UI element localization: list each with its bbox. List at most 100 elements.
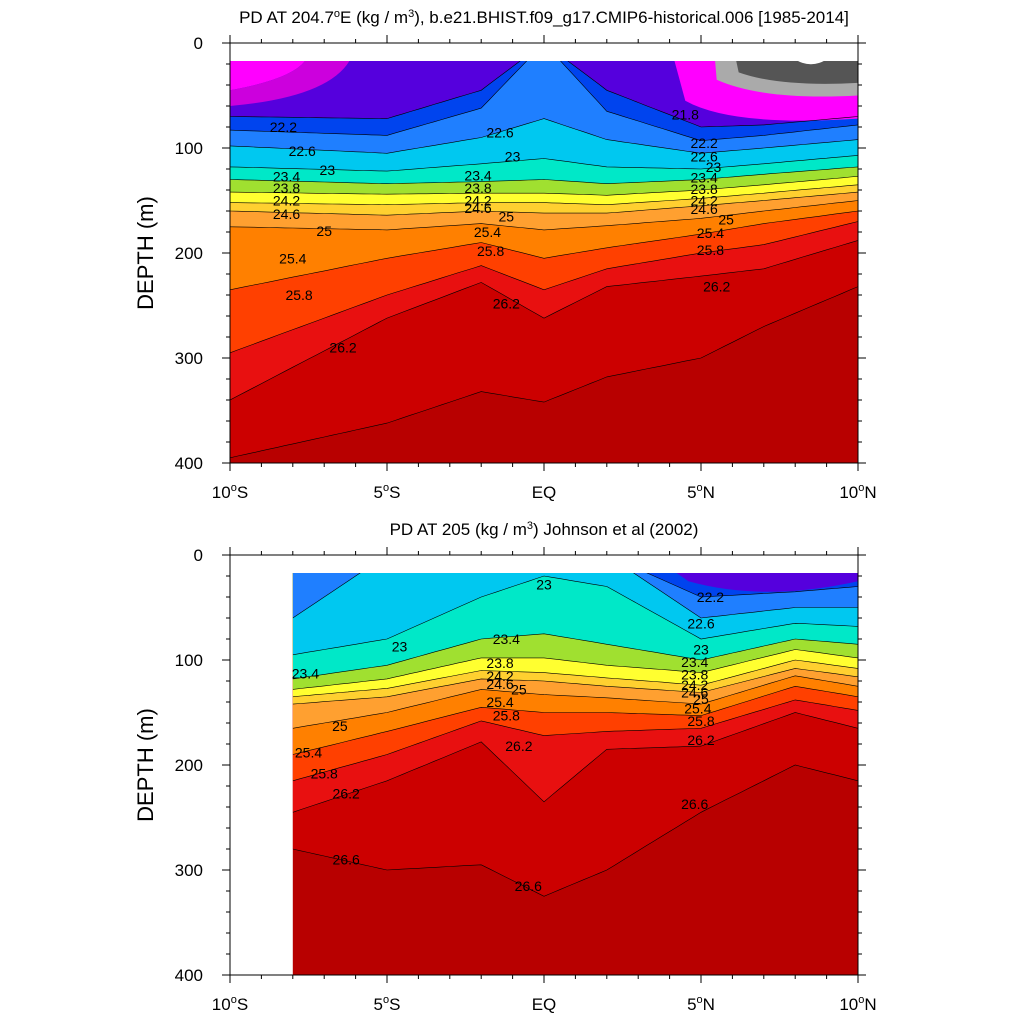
x-tick-label: 10oS — [212, 482, 248, 502]
x-tick-label: EQ — [532, 483, 557, 502]
contour-label: 26.6 — [333, 852, 360, 868]
contour-label: 24.6 — [273, 206, 300, 222]
contour-label: 23.4 — [681, 654, 708, 670]
contour-label: 24.2 — [681, 677, 708, 693]
contour-line-25-4 — [230, 210, 858, 291]
y-axis-label: DEPTH (m) — [133, 708, 158, 822]
y-tick-label: 0 — [194, 34, 203, 53]
contour-line-23-4 — [230, 166, 858, 185]
contour-label: 25 — [499, 208, 515, 224]
fill-light-north — [676, 573, 858, 592]
contour-label: 25 — [718, 211, 734, 227]
contour-label: 25.8 — [493, 708, 520, 724]
x-tick-label: 10oS — [212, 994, 248, 1014]
fill-mid-south — [230, 61, 350, 106]
density-fills — [230, 61, 858, 463]
y-tick-label: 200 — [175, 756, 203, 775]
contour-label: 25.8 — [477, 243, 504, 259]
contour-label: 22.2 — [697, 589, 724, 605]
contour-label: 25.4 — [279, 250, 306, 266]
contour-line-24-6 — [292, 668, 858, 705]
contour-label: 24.6 — [486, 676, 513, 692]
contour-line-24-2 — [292, 659, 858, 698]
contour-label: 25.4 — [486, 694, 513, 710]
contour-label: 24.6 — [681, 685, 708, 701]
chart-title: PD AT 205 (kg / m3) Johnson et al (2002) — [390, 520, 699, 539]
contour-label: 26.6 — [681, 796, 708, 812]
contour-label: 26.2 — [505, 738, 532, 754]
contour-line-23-8 — [292, 649, 858, 690]
contour-line-25-4 — [292, 685, 858, 755]
contour-label: 23 — [505, 148, 521, 164]
contour-label: 23 — [320, 162, 336, 178]
density-fills — [292, 573, 858, 975]
contour-line-23-0 — [230, 155, 858, 172]
contour-label: 22.6 — [691, 148, 718, 164]
fill-light-south — [230, 61, 305, 91]
contour-line-23-0 — [292, 575, 858, 656]
contour-label: 23 — [706, 159, 722, 175]
y-tick-label: 100 — [175, 651, 203, 670]
y-tick-label: 200 — [175, 244, 203, 263]
contour-label: 25.4 — [697, 225, 724, 241]
fill-dark-north — [736, 61, 858, 84]
y-tick-label: 400 — [175, 966, 203, 985]
contour-label: 26.2 — [703, 279, 730, 295]
contour-label: 25.8 — [311, 765, 338, 781]
contour-label: 25.4 — [474, 224, 501, 240]
fill-white-north — [798, 61, 824, 65]
contour-label: 24.2 — [464, 193, 491, 209]
contour-label: 25 — [693, 691, 709, 707]
contour-label: 25.4 — [295, 744, 322, 760]
contour-line-25-8 — [230, 221, 858, 354]
contour-lines — [292, 573, 858, 897]
contour-line-26-2 — [230, 240, 858, 401]
contour-label: 25 — [332, 718, 348, 734]
contour-line-23-8 — [230, 176, 858, 196]
contour-label: 26.2 — [333, 785, 360, 801]
contour-line-25-0 — [230, 200, 858, 231]
contour-label: 24.2 — [273, 193, 300, 209]
contour-label: 22.6 — [486, 124, 513, 140]
contour-label: 23 — [392, 638, 408, 654]
contour-label: 23.4 — [292, 666, 319, 682]
contour-label: 26.2 — [493, 295, 520, 311]
contour-label: 23 — [693, 642, 709, 658]
contour-line-23-4 — [292, 633, 858, 680]
x-tick-label: EQ — [532, 995, 557, 1014]
contour-label: 23.8 — [681, 667, 708, 683]
contour-label: 26.2 — [329, 340, 356, 356]
contour-label: 25.4 — [684, 700, 711, 716]
contour-line-26-6 — [230, 286, 858, 459]
contour-line-24-6 — [230, 191, 858, 216]
contour-line-25-8 — [292, 699, 858, 782]
y-tick-label: 100 — [175, 139, 203, 158]
y-tick-label: 0 — [194, 546, 203, 565]
contour-line-26-2 — [292, 712, 858, 813]
contour-label: 24.6 — [691, 201, 718, 217]
x-tick-label: 5oS — [374, 994, 401, 1014]
y-tick-label: 400 — [175, 454, 203, 473]
contour-lines — [230, 61, 858, 459]
contour-label: 23.4 — [464, 167, 491, 183]
contour-label: 22.2 — [691, 135, 718, 151]
contour-line-22-6 — [230, 118, 858, 154]
chart-panel-1: 22.222.62323.423.824.224.62525.425.826.2… — [133, 8, 877, 502]
contour-label: 23.4 — [493, 631, 520, 647]
contour-label: 23.4 — [691, 169, 718, 185]
contour-label: 24.6 — [464, 200, 491, 216]
chart-title: PD AT 204.7oE (kg / m3), b.e21.BHIST.f09… — [239, 8, 849, 27]
contour-label: 23.8 — [691, 181, 718, 197]
x-tick-label: 5oS — [374, 482, 401, 502]
contour-line-22-2 — [230, 61, 858, 142]
contour-line-22-6 — [292, 573, 858, 619]
contour-label: 24.2 — [486, 668, 513, 684]
contour-line-22-0 — [230, 61, 858, 128]
y-tick-label: 300 — [175, 349, 203, 368]
contour-label: 26.2 — [687, 732, 714, 748]
contour-label: 23.8 — [273, 180, 300, 196]
contour-label: 22.2 — [270, 119, 297, 135]
